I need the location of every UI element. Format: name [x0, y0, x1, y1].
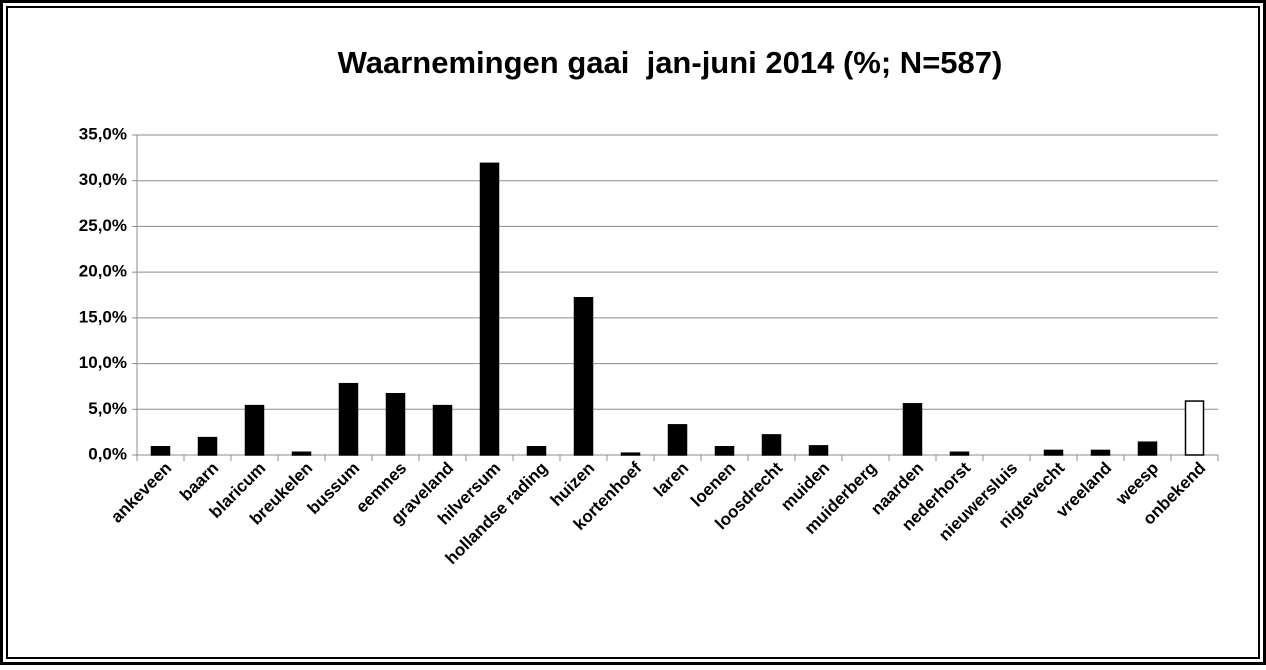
bar [761, 434, 782, 456]
bar [667, 424, 688, 456]
x-tick-label: laren [650, 458, 692, 500]
bar [526, 446, 547, 456]
bar [244, 404, 265, 456]
bar [1043, 449, 1064, 456]
bar [479, 162, 500, 456]
bar [1090, 449, 1111, 456]
bar [573, 296, 594, 456]
bar [291, 451, 312, 456]
bar [385, 392, 406, 456]
bar [1137, 441, 1158, 456]
y-tick-label: 15,0% [79, 307, 127, 326]
bar [808, 445, 829, 456]
y-tick-label: 0,0% [88, 444, 127, 463]
bar [620, 452, 641, 456]
y-tick-label: 35,0% [79, 124, 127, 143]
inner-frame [6, 6, 1260, 659]
y-tick-label: 30,0% [79, 170, 127, 189]
y-tick-label: 25,0% [79, 216, 127, 235]
bar [150, 446, 171, 456]
bar [197, 436, 218, 456]
bar [714, 446, 735, 456]
chart-title: Waarnemingen gaai jan-juni 2014 (%; N=58… [338, 45, 1003, 80]
x-tick-label: bussum [304, 458, 364, 518]
y-tick-label: 20,0% [79, 262, 127, 281]
bar [338, 382, 359, 456]
bar [902, 403, 923, 456]
bar [432, 404, 453, 456]
bar [1184, 400, 1205, 456]
y-tick-label: 10,0% [79, 353, 127, 372]
x-tick-label: ankeveen [107, 458, 175, 526]
bar [949, 451, 970, 456]
y-tick-label: 5,0% [88, 399, 127, 418]
